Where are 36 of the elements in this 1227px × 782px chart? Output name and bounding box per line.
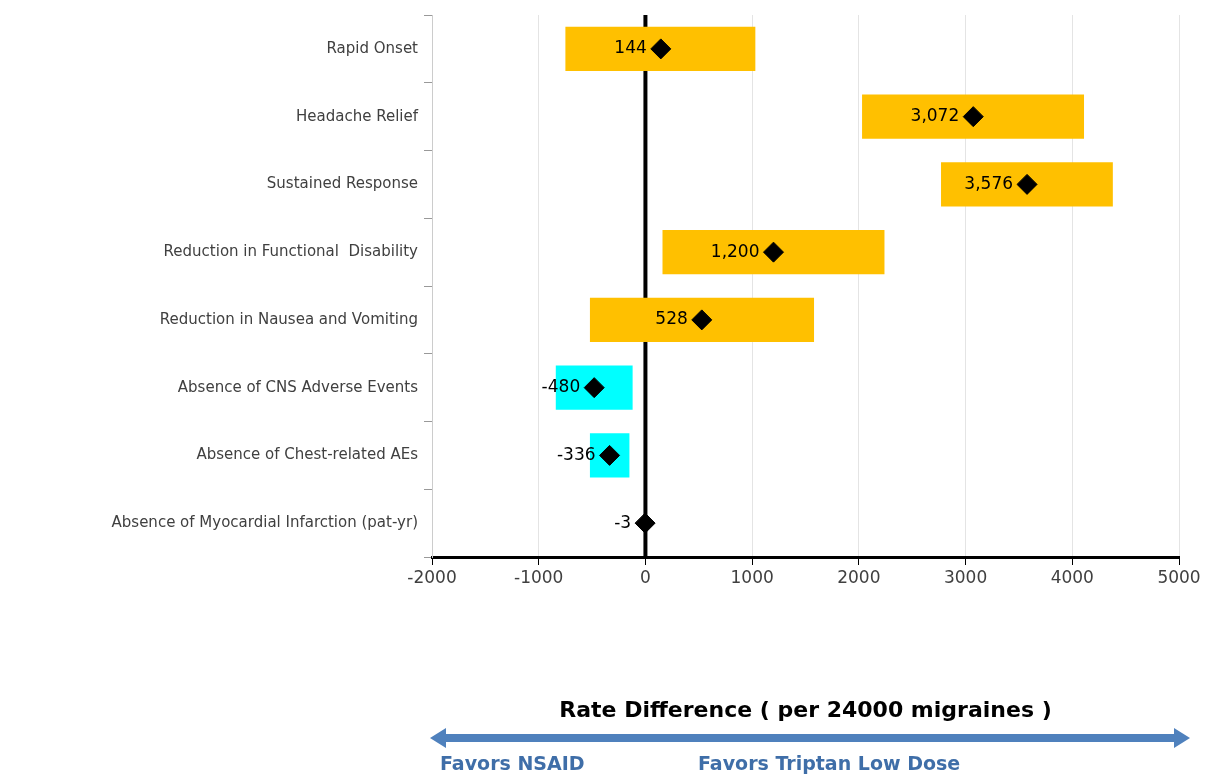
- y-tick-label: Rapid Onset: [326, 38, 419, 57]
- y-tick-label: Reduction in Functional Disability: [163, 242, 419, 261]
- text: Favors NSAID: [440, 752, 585, 774]
- point: [650, 38, 672, 60]
- point: [1016, 173, 1038, 195]
- bar: [565, 26, 756, 71]
- y-tick-label: Reduction in Nausea and Vomiting: [159, 309, 418, 328]
- x-tick-label: 0: [640, 566, 651, 587]
- y-tick-label: Absence of Chest-related AEs: [196, 445, 419, 464]
- y-tick-label: Absence of CNS Adverse Events: [177, 377, 419, 396]
- data-label: 144: [614, 37, 647, 58]
- x-tick-label: 2000: [837, 566, 881, 587]
- bar: [662, 230, 885, 275]
- data-label: 3,072: [910, 105, 960, 126]
- text: Favors Triptan Low Dose: [698, 752, 961, 774]
- point: [962, 106, 984, 128]
- x-tick-label: -2000: [407, 566, 457, 587]
- bar: [862, 94, 1085, 139]
- data-label: 1,200: [710, 240, 760, 261]
- data-label: 3,576: [964, 172, 1014, 193]
- x-tick-label: 3000: [943, 566, 988, 587]
- x-tick-label: 5000: [1157, 566, 1201, 587]
- point: [634, 512, 656, 534]
- y-tick-label: Headache Relief: [296, 106, 419, 125]
- y-tick-label: Absence of Myocardial Infarction (pat-yr): [111, 513, 418, 532]
- data-label: -3: [614, 511, 632, 532]
- x-tick-label: 4000: [1050, 566, 1094, 587]
- bar: [941, 162, 1113, 207]
- x-tick-label: -1000: [514, 566, 564, 587]
- point: [762, 241, 784, 263]
- x-axis-title: Rate Difference ( per 24000 migraines ): [559, 696, 1052, 722]
- bar: [589, 297, 815, 342]
- point: [691, 309, 713, 331]
- x-tick-label: 1000: [730, 566, 774, 587]
- data-label: 528: [655, 308, 688, 329]
- y-tick-label: Sustained Response: [266, 174, 418, 193]
